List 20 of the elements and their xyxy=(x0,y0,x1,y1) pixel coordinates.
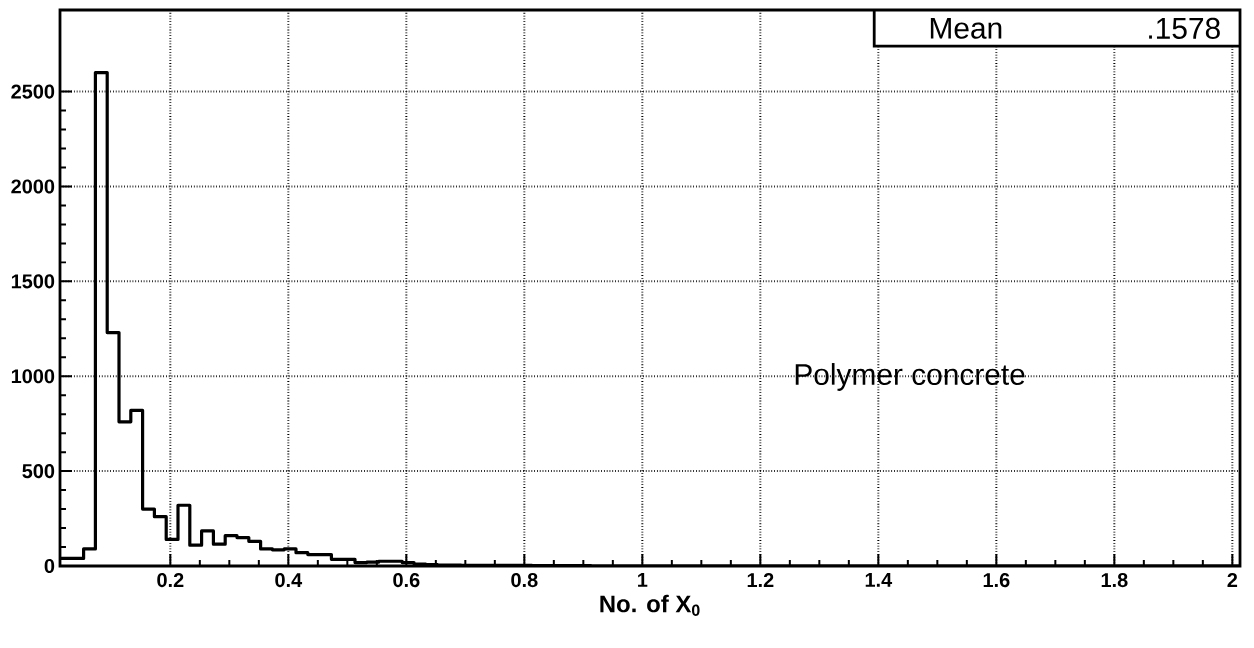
x-tick-label: 0.8 xyxy=(511,573,538,588)
x-tick-label: 1.6 xyxy=(983,573,1010,588)
x-tick-label: 1.8 xyxy=(1101,573,1128,588)
x-axis-title: No. of X$_{0}$ xyxy=(600,594,700,616)
x-tick-label: 0.4 xyxy=(275,573,303,588)
annotation: Mean xyxy=(930,17,1002,39)
y-tick-label: 1000 xyxy=(11,369,55,384)
x-tick-label: 0.2 xyxy=(157,573,184,588)
x-tick-label: 2 xyxy=(1227,573,1238,587)
annotation: Polymer concrete xyxy=(795,363,1025,391)
y-tick-label: 1500 xyxy=(11,274,55,289)
x-tick-label: 1.4 xyxy=(865,573,893,587)
y-tick-label: 500 xyxy=(22,464,55,479)
y-tick-label: 2000 xyxy=(11,179,55,194)
x-tick-label: 1.2 xyxy=(747,573,774,587)
y-tick-label: 2500 xyxy=(11,84,55,99)
y-tick-label: 0 xyxy=(44,558,55,574)
x-tick-label: 1 xyxy=(638,573,648,587)
x-tick-label: 0.6 xyxy=(393,573,420,588)
annotation: .1578 xyxy=(1149,17,1220,39)
